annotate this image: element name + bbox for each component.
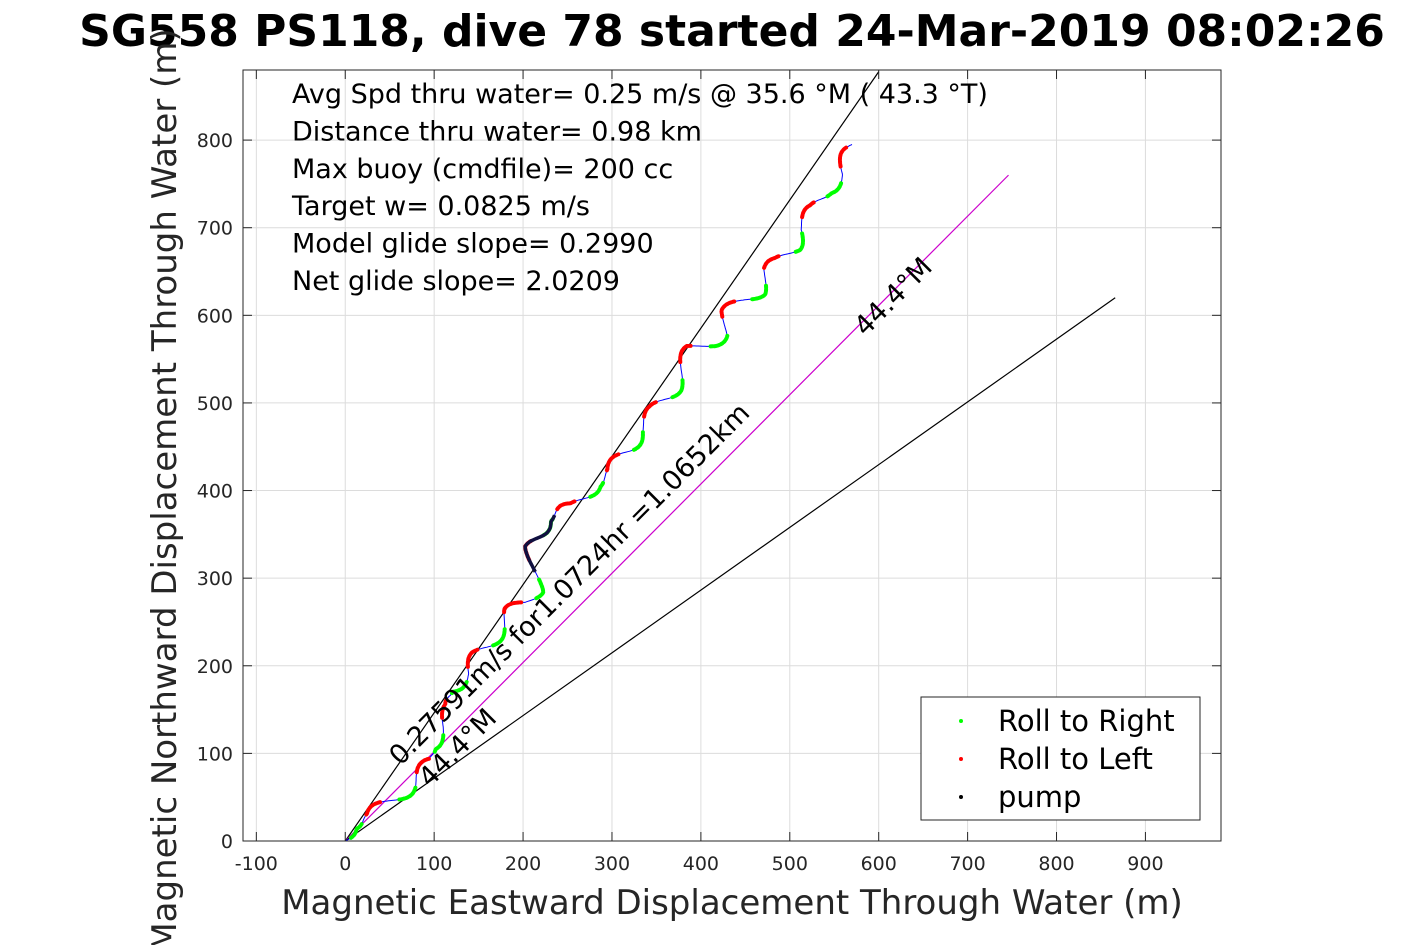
roll-right-marker bbox=[450, 679, 469, 696]
roll-right-marker bbox=[670, 378, 685, 400]
y-tick-label: 800 bbox=[197, 130, 233, 152]
legend-marker bbox=[959, 757, 963, 761]
x-tick-label: 700 bbox=[949, 853, 985, 875]
roll-left-marker bbox=[604, 452, 621, 473]
stat-line: Net glide slope= 2.0209 bbox=[292, 266, 620, 297]
y-tick-label: 400 bbox=[197, 481, 233, 503]
stat-line: Avg Spd thru water= 0.25 m/s @ 35.6 °M (… bbox=[292, 79, 988, 110]
x-tick-label: 600 bbox=[861, 853, 897, 875]
roll-left-marker bbox=[414, 756, 432, 775]
roll-right-marker bbox=[793, 231, 805, 254]
y-tick-label: 200 bbox=[197, 656, 233, 678]
legend-label: Roll to Left bbox=[998, 742, 1153, 776]
legend-marker bbox=[959, 719, 963, 723]
legend-label: Roll to Right bbox=[998, 704, 1175, 738]
roll-left-marker bbox=[555, 499, 577, 512]
pump-marker bbox=[523, 514, 557, 573]
roll-left-marker bbox=[678, 343, 693, 365]
stat-line: Distance thru water= 0.98 km bbox=[292, 116, 702, 147]
y-tick-label: 300 bbox=[197, 568, 233, 590]
roll-right-marker bbox=[432, 733, 446, 754]
x-tick-label: 400 bbox=[683, 853, 719, 875]
y-axis-label: Magnetic Northward Displacement Through … bbox=[145, 28, 185, 945]
roll-left-marker bbox=[364, 799, 384, 817]
stat-line: Model glide slope= 0.2990 bbox=[292, 229, 654, 260]
roll-left-marker bbox=[762, 253, 782, 270]
x-tick-label: -100 bbox=[235, 853, 278, 875]
roll-left-marker bbox=[837, 145, 849, 169]
roll-left-marker bbox=[800, 200, 817, 220]
roll-right-marker bbox=[348, 822, 364, 840]
roll-left-marker bbox=[465, 647, 480, 669]
stat-line: Target w= 0.0825 m/s bbox=[291, 191, 590, 222]
y-tick-label: 500 bbox=[197, 393, 233, 415]
roll-right-marker bbox=[631, 430, 645, 452]
x-tick-label: 800 bbox=[1038, 853, 1074, 875]
x-tick-label: 500 bbox=[772, 853, 808, 875]
y-ticks: 0 100 200 300 400 500 600 700 800 bbox=[197, 130, 1221, 853]
x-tick-label: 900 bbox=[1127, 853, 1163, 875]
x-tick-label: 0 bbox=[339, 853, 351, 875]
lower-bound-line bbox=[344, 297, 1116, 842]
roll-left-marker bbox=[642, 399, 659, 419]
y-tick-label: 0 bbox=[221, 831, 233, 853]
x-ticks: -100 0 100 200 300 400 500 600 700 800 900 bbox=[235, 70, 1164, 875]
plot-frame bbox=[242, 69, 1222, 842]
legend-marker bbox=[959, 795, 963, 799]
legend-label: pump bbox=[998, 780, 1081, 814]
roll-right-marker bbox=[825, 180, 844, 199]
y-tick-label: 700 bbox=[197, 218, 233, 240]
roll-left-marker bbox=[719, 299, 737, 319]
y-tick-label: 100 bbox=[197, 743, 233, 765]
roll-left-marker bbox=[440, 697, 449, 720]
roll-right-marker bbox=[588, 480, 606, 499]
roll-right-marker bbox=[397, 785, 418, 802]
stats-block: Avg Spd thru water= 0.25 m/s @ 35.6 °M (… bbox=[291, 79, 988, 297]
glider-track bbox=[344, 144, 853, 842]
chart-title: SG558 PS118, dive 78 started 24-Mar-2019… bbox=[79, 6, 1385, 57]
roll-right-marker bbox=[750, 283, 769, 302]
stat-line: Max buoy (cmdfile)= 200 cc bbox=[292, 154, 673, 185]
roll-right-marker bbox=[534, 577, 546, 601]
x-axis-label: Magnetic Eastward Displacement Through W… bbox=[281, 883, 1183, 923]
legend-box bbox=[920, 696, 1201, 821]
net-track-line bbox=[344, 174, 1009, 842]
roll-right-marker bbox=[491, 627, 507, 648]
y-tick-label: 600 bbox=[197, 305, 233, 327]
legend: Roll to Right Roll to Left pump bbox=[920, 696, 1201, 821]
x-tick-label: 300 bbox=[594, 853, 630, 875]
x-tick-label: 200 bbox=[505, 853, 541, 875]
roll-right-marker bbox=[708, 333, 730, 349]
roll-left-marker bbox=[502, 600, 524, 615]
x-tick-label: 100 bbox=[416, 853, 452, 875]
